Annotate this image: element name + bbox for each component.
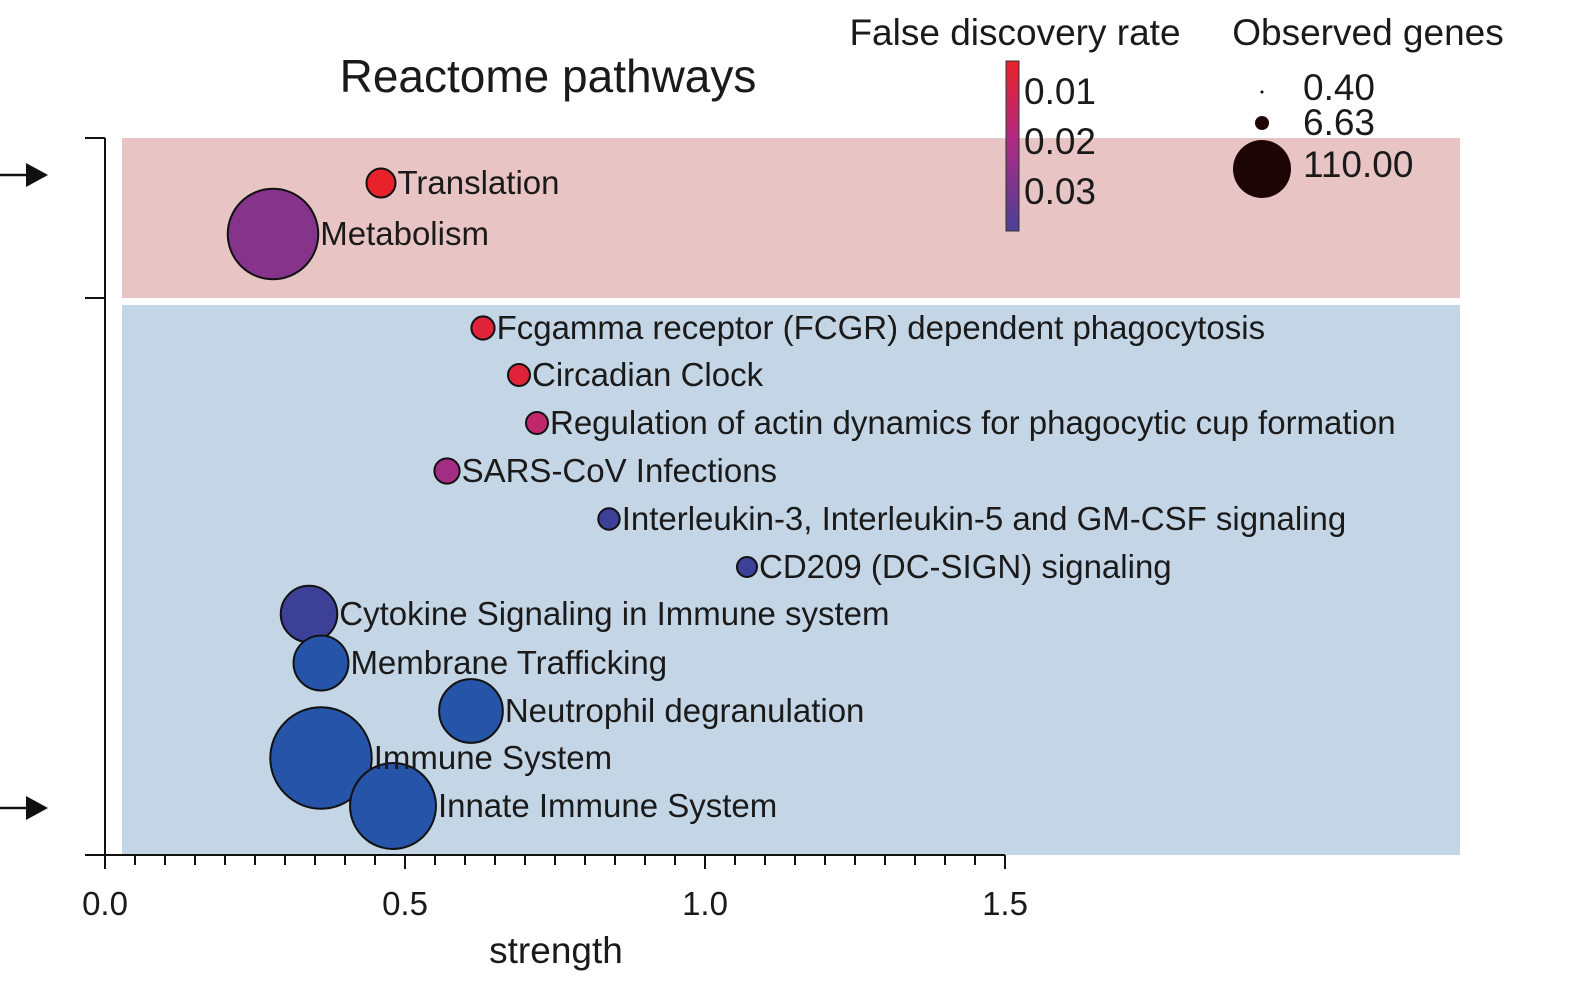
arrow-head: [26, 796, 48, 820]
bubble: [365, 167, 397, 199]
fdr-legend-title: False discovery rate: [849, 12, 1180, 53]
bubble-label: Interleukin-3, Interleukin-5 and GM-CSF …: [622, 500, 1347, 537]
size-legend-title: Observed genes: [1232, 12, 1504, 53]
chart-title: Reactome pathways: [340, 50, 757, 102]
x-tick-label: 1.5: [982, 885, 1028, 922]
size-legend-value-2: 6.63: [1303, 102, 1375, 143]
fdr-legend-value-3: 0.03: [1024, 171, 1096, 212]
bubble-label: Neutrophil degranulation: [505, 692, 865, 729]
x-axis-title: strength: [489, 930, 623, 971]
bubble: [735, 555, 759, 579]
bubble-label: CD209 (DC-SIGN) signaling: [759, 548, 1172, 585]
x-tick-label: 0.0: [82, 885, 128, 922]
size-legend-swatch-large: [1233, 140, 1291, 198]
size-legend: Observed genes 0.40 6.63 110.00: [1232, 12, 1504, 198]
bubble: [597, 507, 621, 531]
axes: 0.0 0.5 1.0 1.5: [82, 137, 1028, 922]
bubble: [470, 315, 496, 341]
fdr-colorbar: [1005, 60, 1020, 232]
bubble-label: Circadian Clock: [532, 356, 764, 393]
bubble-label: Immune System: [374, 739, 612, 776]
fdr-legend-value-1: 0.01: [1024, 71, 1096, 112]
arrow-head: [26, 163, 48, 187]
size-legend-value-1: 0.40: [1303, 67, 1375, 108]
bubble: [349, 762, 437, 850]
bubble-label: SARS-CoV Infections: [462, 452, 777, 489]
bubble-label: Membrane Trafficking: [350, 644, 667, 681]
fdr-legend: False discovery rate 0.01 0.02 0.03: [849, 12, 1181, 232]
x-tick-label: 1.0: [682, 885, 728, 922]
bubble-label: Innate Immune System: [438, 787, 777, 824]
x-tick-label: 0.5: [382, 885, 428, 922]
bubbles: [226, 167, 759, 850]
arrows: [0, 163, 48, 820]
bubble: [226, 187, 320, 281]
bubble-label: Cytokine Signaling in Immune system: [339, 595, 889, 632]
bubble: [279, 584, 339, 644]
size-legend-value-3: 110.00: [1303, 144, 1413, 185]
bubble: [438, 678, 504, 744]
bubble-label: Regulation of actin dynamics for phagocy…: [550, 404, 1396, 441]
fdr-legend-value-2: 0.02: [1024, 121, 1096, 162]
bubble: [292, 634, 350, 692]
bubble: [525, 411, 549, 435]
bubble-label: Translation: [397, 164, 559, 201]
size-legend-swatch-small: [1260, 90, 1264, 94]
size-legend-swatch-medium: [1255, 116, 1269, 130]
bubble: [269, 706, 373, 810]
bubble-label: Fcgamma receptor (FCGR) dependent phagoc…: [497, 309, 1266, 346]
bubble-label: Metabolism: [320, 215, 489, 252]
bubble: [433, 457, 461, 485]
bubble-labels: Translation Metabolism Fcgamma receptor (F…: [320, 164, 1395, 824]
bubble: [507, 363, 531, 387]
